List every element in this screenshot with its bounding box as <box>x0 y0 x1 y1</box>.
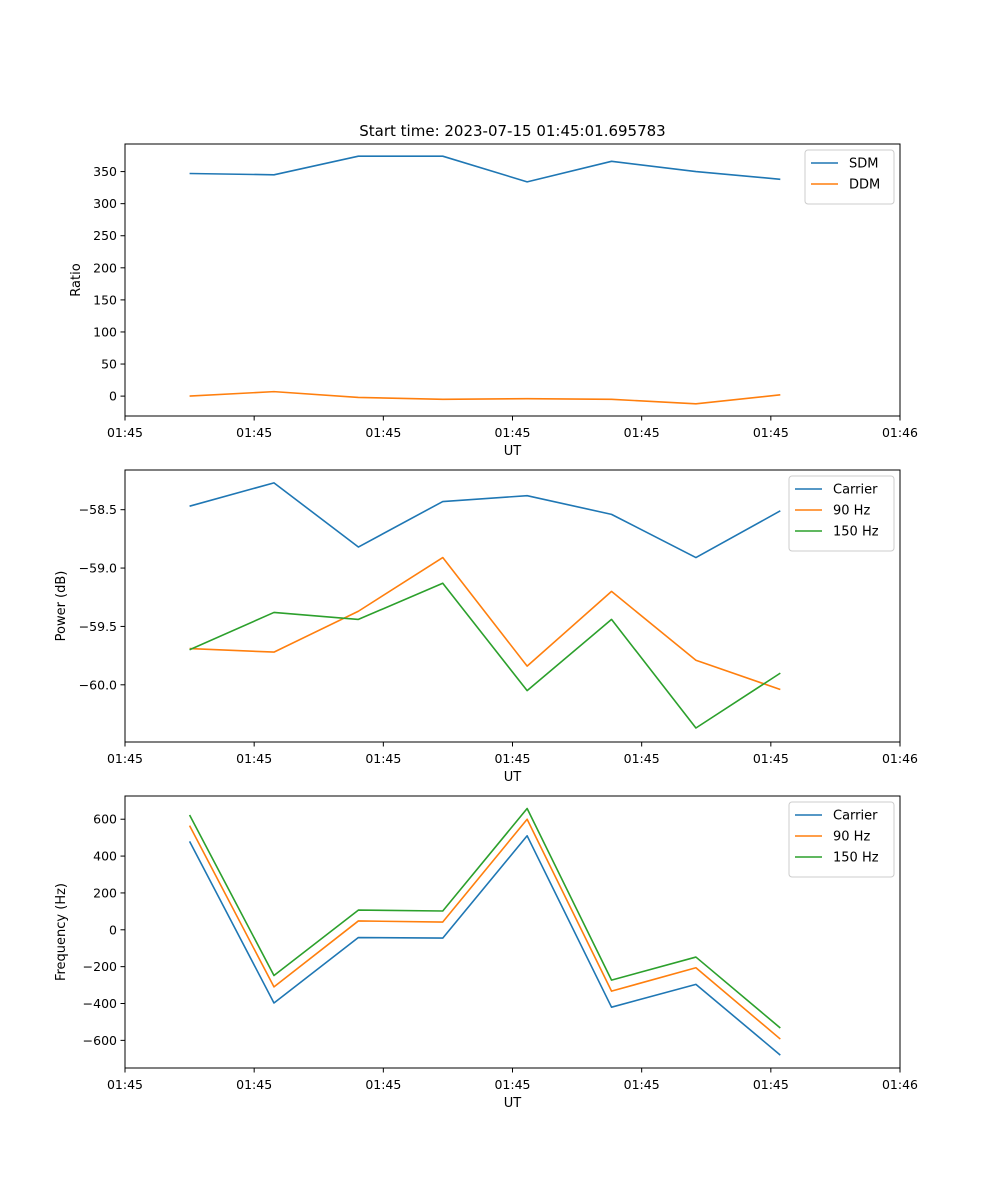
legend-label-ddm: DDM <box>849 178 880 193</box>
legend-label-sdm: SDM <box>849 157 878 172</box>
x-tick-label: 01:46 <box>882 1077 918 1092</box>
x-tick-label: 01:46 <box>882 751 918 766</box>
y-tick-label: −59.5 <box>79 619 117 634</box>
legend: Carrier 90 Hz 150 Hz <box>788 475 895 552</box>
y-tick-label: 0 <box>109 922 117 937</box>
x-tick-label: 01:45 <box>494 1077 530 1092</box>
y-tick-label: 350 <box>93 164 117 179</box>
x-tick-label: 01:45 <box>365 751 401 766</box>
y-axis-label: Ratio <box>69 263 84 296</box>
x-tick-label: 01:45 <box>236 1077 272 1092</box>
x-tick-label: 01:45 <box>107 1077 143 1092</box>
x-axis-label: UT <box>504 770 522 785</box>
subplot-power: 01:45 01:45 01:45 01:45 01:45 01:45 01:46 −60.0… <box>54 469 918 785</box>
series-line-90-hz <box>189 556 781 691</box>
y-tick-label: 200 <box>93 885 117 900</box>
x-tick-label: 01:45 <box>624 425 660 440</box>
series-line-90-hz <box>188 818 781 1040</box>
legend-label-150-hz: 150 Hz <box>833 525 879 540</box>
y-tick-label: 50 <box>101 357 117 372</box>
x-tick-label: 01:45 <box>624 1077 660 1092</box>
legend-label-carrier: Carrier <box>833 809 878 824</box>
series-line-ddm <box>189 390 781 405</box>
series-line-carrier <box>189 482 781 559</box>
legend-frame <box>788 801 895 878</box>
y-tick-label: 0 <box>109 389 117 404</box>
y-tick-label: −58.5 <box>79 502 117 517</box>
figure-title: Start time: 2023-07-15 01:45:01.695783 <box>359 122 665 140</box>
legend: SDM DDM <box>804 149 895 205</box>
x-tick-label: 01:45 <box>753 1077 789 1092</box>
legend-label-carrier: Carrier <box>833 483 878 498</box>
x-tick-label: 01:45 <box>365 425 401 440</box>
subplot-frequency: 01:45 01:45 01:45 01:45 01:45 01:45 01:46 −600 −… <box>54 795 918 1111</box>
legend-frame <box>788 475 895 552</box>
y-tick-label: 600 <box>93 812 117 827</box>
y-tick-label: 250 <box>93 228 117 243</box>
y-tick-label: 100 <box>93 324 117 339</box>
legend: Carrier 90 Hz 150 Hz <box>788 801 895 878</box>
x-tick-label: 01:45 <box>107 751 143 766</box>
x-axis-label: UT <box>504 1096 522 1111</box>
x-tick-label: 01:45 <box>236 751 272 766</box>
y-tick-label: 200 <box>93 260 117 275</box>
y-tick-label: −59.0 <box>79 561 117 576</box>
series-line-carrier <box>188 834 781 1056</box>
x-tick-label: 01:45 <box>107 425 143 440</box>
x-tick-label: 01:45 <box>236 425 272 440</box>
x-tick-label: 01:45 <box>753 751 789 766</box>
y-axis-label: Power (dB) <box>54 571 69 642</box>
x-tick-label: 01:45 <box>494 425 530 440</box>
x-tick-label: 01:45 <box>624 751 660 766</box>
x-axis-label: UT <box>504 444 522 459</box>
y-axis-label: Frequency (Hz) <box>54 883 69 981</box>
x-tick-label: 01:45 <box>494 751 530 766</box>
x-tick-label: 01:45 <box>365 1077 401 1092</box>
series-line-150-hz <box>188 807 781 1029</box>
y-tick-label: −200 <box>83 959 117 974</box>
y-tick-label: −60.0 <box>79 677 117 692</box>
x-tick-label: 01:45 <box>753 425 789 440</box>
y-tick-label: 400 <box>93 849 117 864</box>
y-tick-label: −600 <box>83 1033 117 1048</box>
y-tick-label: 300 <box>93 196 117 211</box>
series-line-sdm <box>189 155 781 183</box>
series-line-150-hz <box>189 582 781 729</box>
legend-label-90-hz: 90 Hz <box>833 830 870 845</box>
y-tick-label: −400 <box>83 996 117 1011</box>
legend-label-90-hz: 90 Hz <box>833 504 870 519</box>
x-tick-label: 01:46 <box>882 425 918 440</box>
subplot-ratio: 01:45 01:45 01:45 01:45 01:45 01:45 01:46 0 50 10… <box>69 143 918 459</box>
y-tick-label: 150 <box>93 292 117 307</box>
legend-label-150-hz: 150 Hz <box>833 851 879 866</box>
